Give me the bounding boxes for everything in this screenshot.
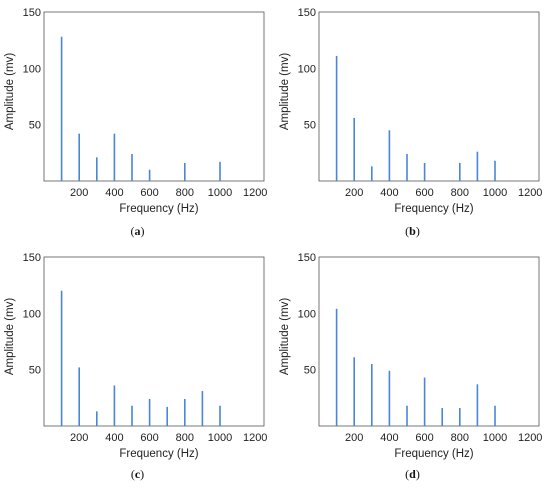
chart-svg-b: 50 100 150 200 400 600 800 1000 1200 Frequency (H… xyxy=(279,7,542,215)
x-axis-label: Frequency (Hz) xyxy=(394,203,473,215)
x-tick-label: 1000 xyxy=(483,187,507,199)
y-tick-label: 50 xyxy=(304,365,316,377)
x-axis-label: Frequency (Hz) xyxy=(394,448,473,460)
y-tick-label: 150 xyxy=(298,252,316,264)
x-tick-label: 400 xyxy=(105,432,123,444)
y-axis-label: Amplitude (mv) xyxy=(279,298,291,375)
x-tick-label: 800 xyxy=(176,432,194,444)
x-tick-label: 400 xyxy=(105,187,123,199)
x-tick-label: 1000 xyxy=(208,432,232,444)
x-tick-label: 600 xyxy=(415,187,433,199)
panel-caption-b: (b) xyxy=(405,224,420,238)
panel-caption-d: (d) xyxy=(405,467,420,481)
y-tick-label: 150 xyxy=(23,7,41,19)
x-tick-label: 1200 xyxy=(243,187,267,199)
y-tick-label: 50 xyxy=(29,120,41,132)
y-tick-label: 150 xyxy=(298,7,316,19)
y-tick-label: 100 xyxy=(298,308,316,320)
x-tick-label: 1200 xyxy=(518,187,542,199)
x-tick-label: 1200 xyxy=(243,432,267,444)
x-tick-label: 600 xyxy=(140,432,158,444)
x-tick-label: 1200 xyxy=(518,432,542,444)
y-tick-label: 50 xyxy=(304,120,316,132)
plot-frame xyxy=(43,11,265,182)
panel-caption-a: (a) xyxy=(130,224,145,238)
x-tick-label: 600 xyxy=(415,432,433,444)
x-tick-label: 400 xyxy=(380,432,398,444)
chart-svg-c: 50 100 150 200 400 600 800 1000 1200 Frequency (H… xyxy=(4,252,267,460)
y-axis-label: Amplitude (mv) xyxy=(4,298,16,375)
chart-svg-d: 50 100 150 200 400 600 800 1000 1200 Frequency (H… xyxy=(279,252,542,460)
x-tick-label: 1000 xyxy=(208,187,232,199)
panel-label-a: a xyxy=(134,224,141,238)
panel-label-d: d xyxy=(409,467,416,481)
y-tick-label: 100 xyxy=(23,308,41,320)
y-tick-label: 100 xyxy=(23,63,41,75)
plot-frame xyxy=(318,11,540,182)
x-tick-label: 800 xyxy=(451,187,469,199)
x-tick-label: 800 xyxy=(176,187,194,199)
y-tick-label: 50 xyxy=(29,365,41,377)
panel-label-c: c xyxy=(134,467,141,481)
x-axis-label: Frequency (Hz) xyxy=(119,203,198,215)
panel-label-b: b xyxy=(409,224,416,238)
x-tick-label: 200 xyxy=(345,187,363,199)
x-tick-label: 200 xyxy=(70,187,88,199)
plot-frame xyxy=(43,256,265,427)
x-axis-label: Frequency (Hz) xyxy=(119,448,198,460)
y-tick-label: 100 xyxy=(298,63,316,75)
x-tick-label: 600 xyxy=(140,187,158,199)
chart-svg-a: 50 100 150 200 400 600 800 1000 1200 Frequency (H… xyxy=(4,7,267,215)
chart-panel-d: 50 100 150 200 400 600 800 1000 1200 Frequency (H… xyxy=(275,245,550,489)
y-axis-label: Amplitude (mv) xyxy=(4,53,16,130)
chart-panel-a: 50 100 150 200 400 600 800 1000 1200 Frequency (H… xyxy=(0,0,275,244)
chart-panel-b: 50 100 150 200 400 600 800 1000 1200 Frequency (H… xyxy=(275,0,550,244)
plot-frame xyxy=(318,256,540,427)
x-tick-label: 800 xyxy=(451,432,469,444)
chart-panel-c: 50 100 150 200 400 600 800 1000 1200 Frequency (H… xyxy=(0,245,275,489)
x-tick-label: 200 xyxy=(70,432,88,444)
x-tick-label: 1000 xyxy=(483,432,507,444)
x-tick-label: 200 xyxy=(345,432,363,444)
panel-caption-c: (c) xyxy=(130,467,145,481)
y-tick-label: 150 xyxy=(23,252,41,264)
y-axis-label: Amplitude (mv) xyxy=(279,53,291,130)
x-tick-label: 400 xyxy=(380,187,398,199)
